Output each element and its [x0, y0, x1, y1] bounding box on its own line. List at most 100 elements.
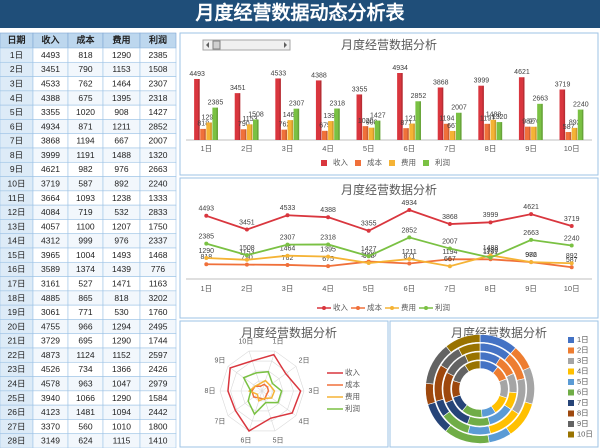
line-marker	[326, 215, 331, 220]
cell-text: 966	[78, 321, 92, 331]
bar	[455, 112, 462, 140]
cell-text: 2307	[149, 78, 168, 88]
x-tick-label: 10日	[564, 144, 580, 153]
chart-title: 月度经营数据分析	[241, 325, 337, 340]
legend-label: 费用	[401, 157, 416, 167]
x-tick-label: 9日	[525, 284, 537, 293]
data-label: 4533	[271, 70, 287, 77]
bar-side	[320, 80, 322, 140]
data-label: 790	[238, 121, 250, 128]
cell-text: 1320	[149, 150, 168, 160]
cell-text: 3868	[41, 136, 60, 146]
bar-side	[297, 108, 300, 140]
line-marker	[244, 262, 249, 267]
header-text: 成本	[76, 34, 95, 45]
legend-label: 2日	[577, 345, 589, 354]
cell-text: 1153	[112, 64, 131, 74]
bar-side	[378, 120, 381, 140]
x-tick-label: 3日	[282, 144, 294, 153]
bar	[559, 89, 566, 140]
bar	[281, 129, 287, 140]
bar-side	[366, 126, 369, 140]
slider-thumb[interactable]	[212, 40, 221, 50]
line-marker	[529, 212, 534, 217]
cell-text: 1094	[112, 407, 131, 417]
cell-text: 3370	[41, 421, 60, 431]
line-marker	[529, 237, 534, 242]
radar-label: 8日	[205, 387, 216, 395]
cell-text: 1488	[112, 150, 131, 160]
cell-text: 1427	[149, 107, 168, 117]
data-label: 1290	[202, 114, 218, 121]
bar-side	[332, 121, 334, 140]
legend-label: 成本	[367, 302, 382, 312]
line-marker	[366, 228, 371, 233]
data-label: 2663	[532, 96, 548, 103]
cell-text: 2979	[149, 378, 168, 388]
bar-side	[198, 78, 200, 140]
data-label: 2318	[320, 234, 336, 241]
data-label: 3451	[230, 85, 246, 92]
line-marker	[244, 227, 249, 232]
doughnut-segment	[445, 334, 481, 353]
bar-side	[569, 132, 572, 140]
bar	[252, 119, 259, 140]
bar-side	[581, 109, 584, 140]
data-label: 1320	[492, 114, 508, 121]
data-label: 1464	[283, 112, 299, 119]
cell-text: 1395	[112, 93, 131, 103]
bar	[518, 77, 525, 140]
cell-text: 3940	[41, 393, 60, 403]
data-label: 1508	[248, 111, 264, 118]
scroll-slider[interactable]	[202, 39, 291, 51]
data-label: 2307	[280, 234, 296, 241]
line-series	[206, 254, 572, 268]
slider-track[interactable]	[202, 39, 291, 51]
slider-left-arrow[interactable]	[206, 42, 209, 48]
radar-label: 6日	[240, 436, 251, 444]
doughnut-segment	[464, 351, 481, 363]
radar-label: 2日	[299, 356, 310, 364]
legend-swatch	[423, 160, 429, 166]
cell-text: 1152	[112, 350, 131, 360]
data-label: 1020	[358, 118, 374, 125]
data-label: 3868	[442, 214, 458, 221]
cell-text: 4533	[41, 78, 60, 88]
bar	[484, 123, 490, 140]
radar-label: 1日	[273, 337, 284, 345]
cell-text: 818	[114, 293, 128, 303]
bar-panel	[179, 32, 599, 176]
bar	[415, 101, 421, 140]
bar	[443, 123, 450, 140]
line-marker	[488, 220, 493, 225]
bar-side	[529, 126, 531, 140]
legend-label: 收入	[333, 157, 348, 167]
data-label: 1194	[439, 116, 454, 123]
cell-text: 12日	[8, 207, 26, 217]
bar-side	[285, 129, 287, 140]
cell-text: 2240	[149, 178, 168, 188]
bar	[212, 107, 218, 140]
x-tick-label: 10日	[564, 284, 580, 293]
data-label: 1488	[483, 245, 499, 252]
bar-side	[535, 126, 537, 140]
cell-text: 818	[78, 50, 92, 60]
cell-text: 1750	[149, 221, 168, 231]
cell-text: 2833	[149, 207, 168, 217]
radar-label: 9日	[214, 356, 225, 364]
doughnut-segment	[498, 378, 509, 399]
cell-text: 963	[78, 378, 92, 388]
bar	[246, 124, 253, 140]
cell-text: 4578	[41, 378, 60, 388]
cell-text: 3719	[41, 178, 60, 188]
bar	[397, 73, 403, 140]
bar-side	[575, 127, 578, 140]
slider-right-arrow[interactable]	[284, 42, 287, 48]
legend-label: 收入	[333, 302, 348, 312]
radar-spoke	[261, 390, 297, 416]
data-label: 2318	[329, 100, 345, 107]
data-label: 2240	[564, 235, 580, 242]
bar-side	[563, 89, 566, 140]
cell-text: 1010	[112, 421, 131, 431]
bar	[565, 132, 572, 140]
